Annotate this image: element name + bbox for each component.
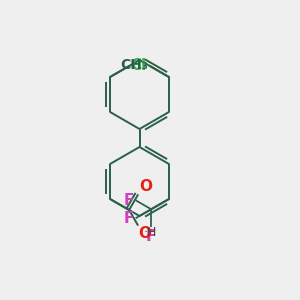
- Text: F: F: [146, 229, 156, 244]
- Text: F: F: [124, 211, 134, 226]
- Text: ·H: ·H: [143, 226, 157, 239]
- Text: Cl: Cl: [130, 58, 147, 73]
- Text: CH₃: CH₃: [121, 58, 148, 72]
- Text: O: O: [140, 178, 153, 194]
- Text: F: F: [124, 193, 134, 208]
- Text: O: O: [139, 226, 152, 242]
